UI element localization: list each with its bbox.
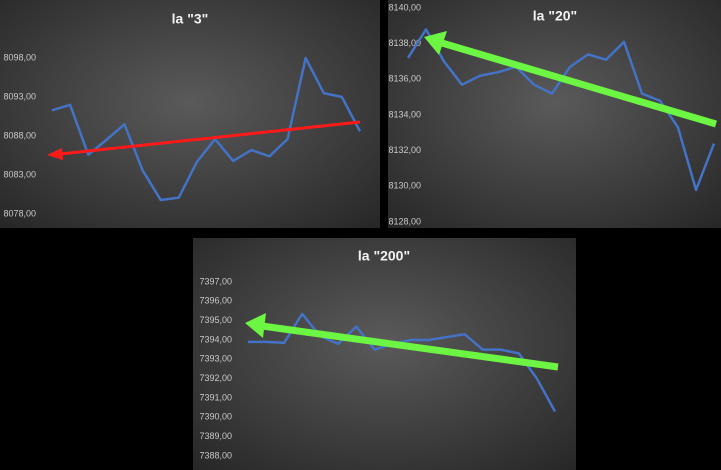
- y-tick-label: 8093,00: [3, 91, 36, 101]
- y-tick-label: 8134,00: [388, 109, 421, 119]
- y-tick-label: 8083,00: [3, 169, 36, 179]
- y-tick-label: 7396,00: [199, 296, 232, 306]
- y-tick-label: 8128,00: [388, 216, 421, 226]
- y-tick-label: 8088,00: [3, 130, 36, 140]
- y-tick-label: 8098,00: [3, 52, 36, 62]
- y-tick-label: 8078,00: [3, 208, 36, 218]
- y-tick-label: 8138,00: [388, 38, 421, 48]
- y-tick-label: 7391,00: [199, 392, 232, 402]
- y-tick-label: 8136,00: [388, 74, 421, 84]
- y-tick-label: 7389,00: [199, 431, 232, 441]
- trend-arrow: [424, 31, 717, 128]
- panel: [193, 238, 576, 470]
- y-tick-label: 7390,00: [199, 412, 232, 422]
- chart-title: la "20": [533, 8, 577, 24]
- plots: 8078,00 8083,00 8088,00 8093,00 8098,00 8128,…: [3, 2, 716, 460]
- trend-arrow: [47, 120, 361, 160]
- y-tick-label: 7394,00: [199, 334, 232, 344]
- trend-arrow: [245, 313, 559, 371]
- y-tick-label: 8140,00: [388, 2, 421, 12]
- y-tick-label: 7392,00: [199, 373, 232, 383]
- y-tick-label: 8130,00: [388, 181, 421, 191]
- panel: [0, 0, 380, 228]
- y-tick-label: 7397,00: [199, 276, 232, 286]
- y-tick-label: 8132,00: [388, 145, 421, 155]
- y-tick-label: 7395,00: [199, 315, 232, 325]
- chart-title: la "200": [358, 248, 410, 264]
- y-tick-label: 7393,00: [199, 354, 232, 364]
- data-line: [51, 56, 362, 202]
- chart-title: la "3": [172, 11, 209, 27]
- y-tick-label: 7388,00: [199, 450, 232, 460]
